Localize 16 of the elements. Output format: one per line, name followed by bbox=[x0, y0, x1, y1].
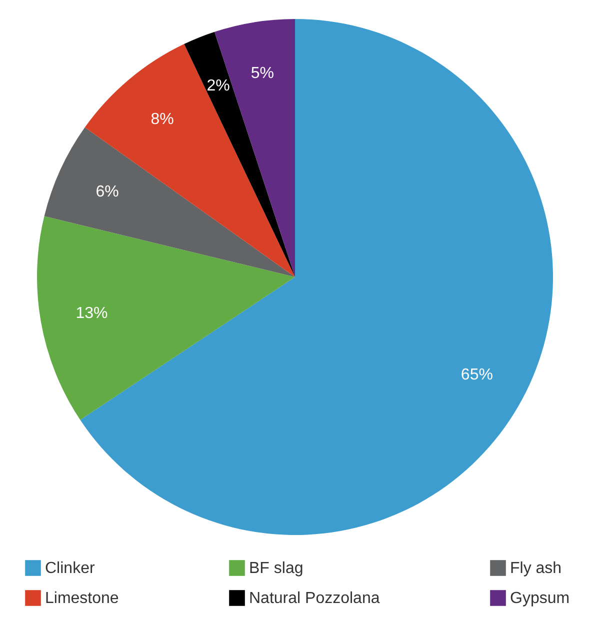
legend-label: Clinker bbox=[45, 560, 96, 577]
data-label: 2% bbox=[206, 77, 230, 94]
legend-label: BF slag bbox=[249, 560, 304, 577]
legend-label: Fly ash bbox=[510, 560, 562, 577]
data-label: 13% bbox=[76, 304, 108, 322]
pie-slice bbox=[44, 127, 295, 277]
data-label: 6% bbox=[96, 183, 119, 200]
legend-label: Limestone bbox=[45, 590, 119, 607]
legend-label: Natural Pozzolana bbox=[249, 590, 380, 607]
data-label: 65% bbox=[460, 366, 493, 384]
pie-slice bbox=[37, 216, 295, 420]
pie-slice bbox=[84, 44, 295, 277]
data-label: 8% bbox=[150, 110, 174, 128]
legend-label: Gypsum bbox=[510, 590, 570, 607]
data-label: 5% bbox=[250, 65, 274, 82]
pie-slice bbox=[184, 32, 295, 277]
